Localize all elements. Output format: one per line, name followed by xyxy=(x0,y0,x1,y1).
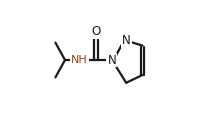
Text: NH: NH xyxy=(71,55,88,65)
Text: N: N xyxy=(122,34,131,47)
Text: N: N xyxy=(107,54,116,66)
Text: O: O xyxy=(92,25,101,38)
